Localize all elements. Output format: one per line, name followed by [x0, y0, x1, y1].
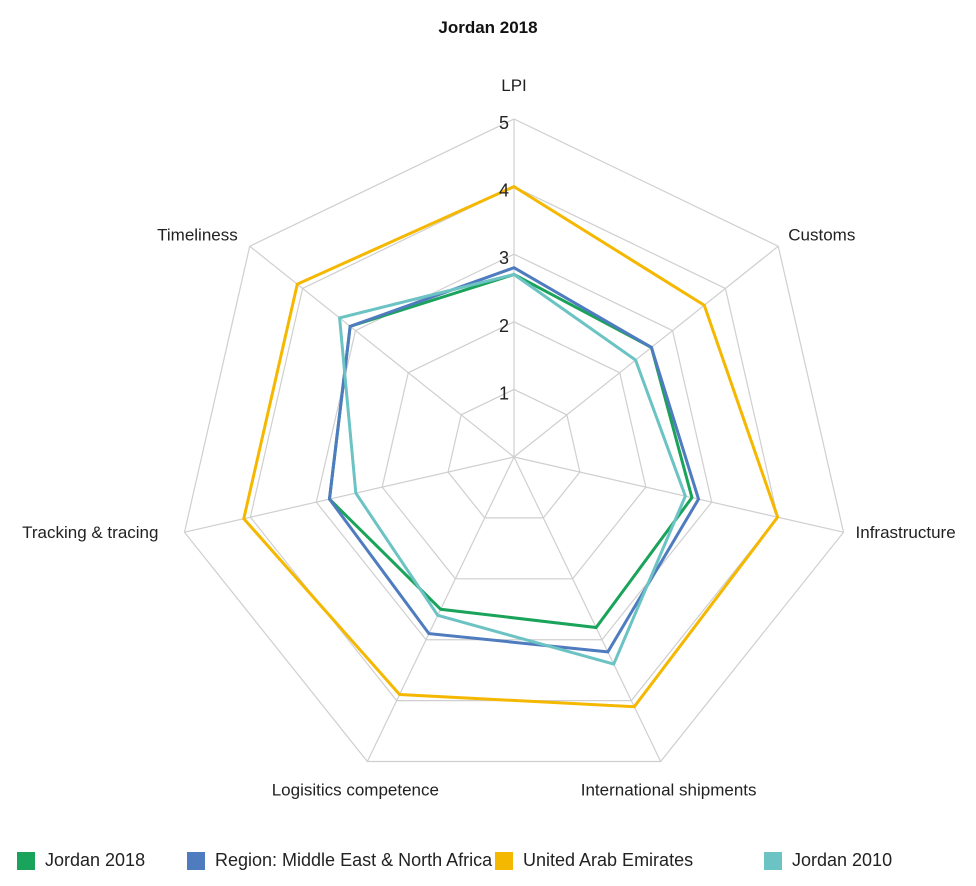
- grid-ring-5: [183, 118, 845, 763]
- legend-item-3: United Arab Emirates: [495, 850, 693, 871]
- grid-ring-2: [381, 321, 647, 580]
- series-line-4: [337, 272, 687, 666]
- axis-label-4: International shipments: [581, 781, 757, 800]
- spoke-2: [513, 245, 779, 458]
- legend-swatch-3: [495, 851, 513, 870]
- spoke-3: [513, 456, 844, 533]
- axis-label-1: LPI: [501, 76, 527, 95]
- tick-label-5: 5: [499, 113, 509, 133]
- legend: Jordan 2018 Region: Middle East & North A…: [0, 850, 976, 880]
- spoke-7: [249, 245, 515, 458]
- chart-title: Jordan 2018: [438, 18, 538, 37]
- radar-labels: 1 2 3 4 5 LPI Customs Infrastructure Internation…: [22, 76, 956, 800]
- legend-item-4: Jordan 2010: [764, 850, 892, 871]
- grid-ring-1: [447, 388, 581, 519]
- legend-label-2: Region: Middle East & North Africa: [215, 850, 493, 870]
- legend-item-1: Jordan 2018: [17, 850, 145, 871]
- axis-label-5: Logisitics competence: [272, 781, 439, 800]
- tick-label-3: 3: [499, 248, 509, 268]
- axis-label-6: Tracking & tracing: [22, 523, 158, 542]
- grid-ring-3: [315, 253, 713, 641]
- legend-item-2: Region: Middle East & North Africa: [187, 850, 492, 871]
- radar-series: [242, 184, 780, 709]
- legend-label-4: Jordan 2010: [792, 850, 893, 870]
- legend-swatch-2: [187, 851, 205, 870]
- legend-label-1: Jordan 2018: [45, 850, 146, 870]
- radar-grid: [183, 118, 845, 763]
- series-line-2: [327, 266, 701, 654]
- axis-label-3: Infrastructure: [856, 523, 956, 542]
- tick-label-2: 2: [499, 316, 509, 336]
- legend-swatch-1: [17, 851, 35, 870]
- spoke-6: [184, 456, 515, 533]
- tick-label-1: 1: [499, 383, 509, 403]
- legend-swatch-4: [764, 851, 782, 870]
- radar-chart: 1 2 3 4 5 LPI Customs Infrastructure Internation…: [22, 76, 956, 800]
- axis-label-7: Timeliness: [157, 225, 238, 244]
- legend-label-3: United Arab Emirates: [523, 850, 694, 870]
- series-line-3: [242, 184, 780, 709]
- axis-label-2: Customs: [788, 225, 855, 244]
- spoke-4: [513, 456, 662, 762]
- tick-label-4: 4: [499, 181, 509, 201]
